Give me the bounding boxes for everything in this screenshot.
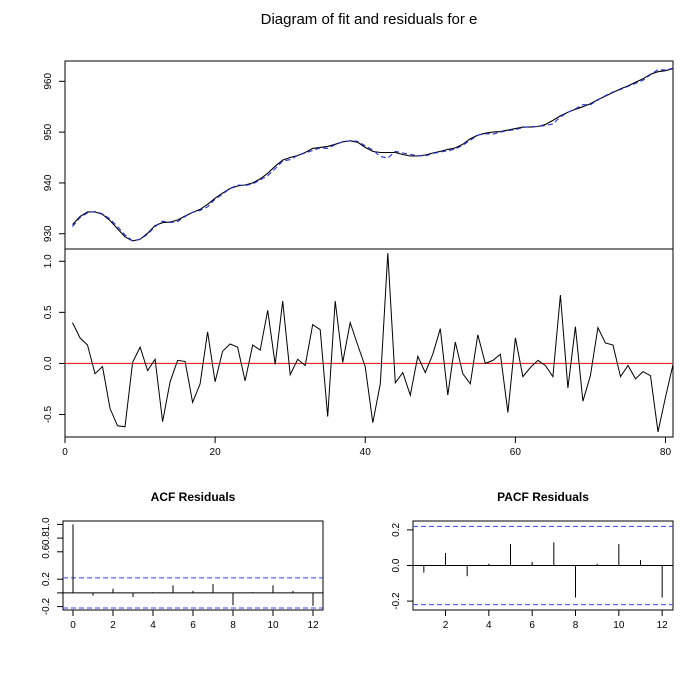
acf-x-tick-label: 6 (190, 620, 196, 631)
acf-y-tick-label: 0.6 (41, 544, 52, 558)
pacf-x-tick-label: 2 (443, 620, 449, 631)
residuals-y-tick-label: 0.0 (43, 356, 54, 370)
pacf-x-tick-label: 12 (657, 620, 669, 631)
residuals-x-tick-label: 20 (210, 447, 222, 458)
residuals-x-tick-label: 40 (360, 447, 372, 458)
acf-x-tick-label: 4 (150, 620, 156, 631)
fit-y-tick-label: 960 (43, 73, 54, 90)
pacf-x-tick-label: 6 (529, 620, 535, 631)
acf-x-tick-label: 0 (70, 620, 76, 631)
acf-y-tick-label: 1.0 (41, 517, 52, 531)
pacf-title: PACF Residuals (497, 490, 589, 504)
acf-panel: -0.2 0.2 0.60.81.0 0 2 4 6 8 10 12 (41, 517, 324, 631)
fit-plot-frame (64, 60, 674, 250)
fit-y-tick-label: 950 (43, 123, 54, 140)
acf-title: ACF Residuals (151, 490, 236, 504)
residuals-x-tick-label: 80 (660, 447, 672, 458)
acf-y-tick-label: -0.2 (41, 598, 52, 616)
acf-y-tick-label: 0.8 (41, 531, 52, 545)
pacf-x-tick-label: 8 (573, 620, 579, 631)
acf-plot-frame (62, 520, 324, 611)
acf-x-tick-label: 12 (307, 620, 319, 631)
fit-y-tick-label: 940 (43, 174, 54, 191)
fitted-series-line (72, 67, 674, 242)
pacf-x-tick-label: 4 (486, 620, 492, 631)
acf-y-tick-label: 0.2 (41, 572, 52, 586)
residuals-x-tick-label: 60 (510, 447, 522, 458)
residuals-x-tick-label: 0 (62, 447, 68, 458)
acf-x-tick-label: 8 (230, 620, 236, 631)
fit-panel: 930 940 950 960 (43, 60, 674, 250)
pacf-panel: -0.2 0.0 0.2 2 4 6 8 10 12 (391, 520, 674, 631)
residuals-series-line (72, 253, 674, 433)
residuals-plot-frame (64, 248, 674, 438)
pacf-y-tick-label: -0.2 (391, 592, 402, 610)
pacf-x-tick-label: 10 (613, 620, 625, 631)
pacf-y-tick-label: 0.0 (391, 558, 402, 572)
residuals-y-tick-label: -0.5 (43, 405, 54, 423)
figure-title: Diagram of fit and residuals for e (261, 11, 478, 28)
pacf-y-tick-label: 0.2 (391, 523, 402, 537)
acf-x-tick-label: 10 (267, 620, 279, 631)
fit-y-tick-label: 930 (43, 225, 54, 242)
residuals-panel: -0.5 0.0 0.5 1.0 0 20 40 60 80 (43, 248, 674, 458)
observed-series-line (72, 68, 674, 242)
acf-x-tick-label: 2 (110, 620, 116, 631)
residuals-y-tick-label: 1.0 (43, 254, 54, 268)
residuals-y-tick-label: 0.5 (43, 305, 54, 319)
